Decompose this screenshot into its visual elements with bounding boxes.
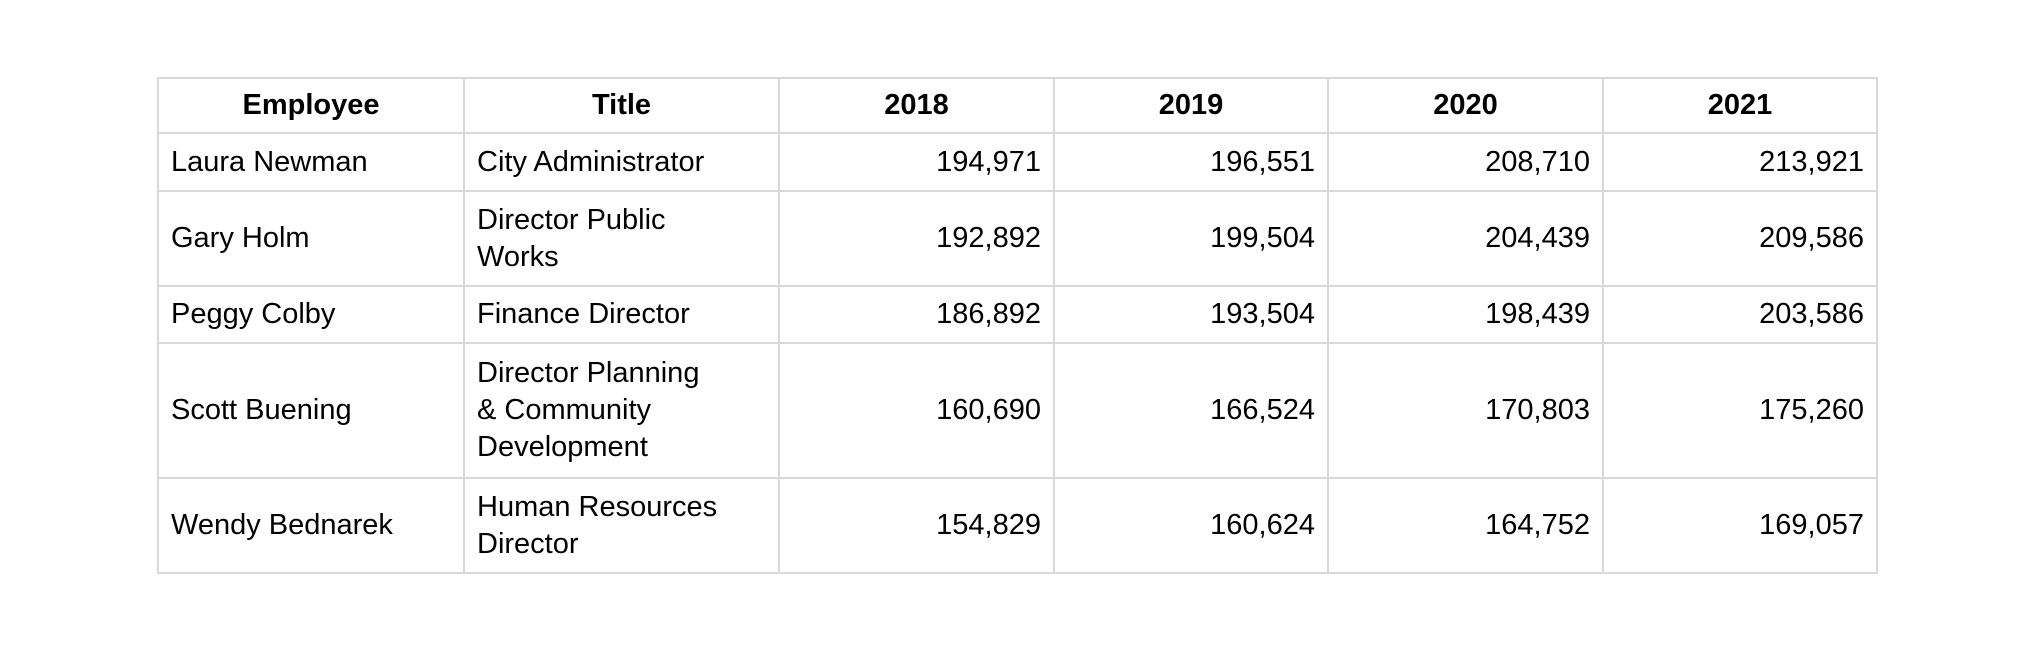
- table-row: Scott Buening Director Planning & Commun…: [157, 342, 1878, 479]
- column-header-title: Title: [463, 77, 780, 134]
- title-cell: Director Public Works: [463, 190, 780, 287]
- column-header-2020: 2020: [1327, 77, 1604, 134]
- salary-2021-cell: 213,921: [1602, 132, 1878, 192]
- salary-2019-cell: 166,524: [1053, 342, 1329, 479]
- table-row: Peggy Colby Finance Director 186,892 193…: [157, 285, 1878, 344]
- salary-2018-cell: 160,690: [778, 342, 1055, 479]
- salary-2020-cell: 208,710: [1327, 132, 1604, 192]
- column-header-2021: 2021: [1602, 77, 1878, 134]
- salary-2018-cell: 154,829: [778, 477, 1055, 574]
- column-header-employee: Employee: [157, 77, 465, 134]
- salary-2019-cell: 193,504: [1053, 285, 1329, 344]
- salary-2019-cell: 196,551: [1053, 132, 1329, 192]
- title-cell: Finance Director: [463, 285, 780, 344]
- employee-salary-table: Employee Title 2018 2019 2020 2021 Laura…: [157, 77, 1878, 574]
- salary-2021-cell: 203,586: [1602, 285, 1878, 344]
- salary-2020-cell: 198,439: [1327, 285, 1604, 344]
- salary-2019-cell: 199,504: [1053, 190, 1329, 287]
- salary-2020-cell: 164,752: [1327, 477, 1604, 574]
- salary-2020-cell: 204,439: [1327, 190, 1604, 287]
- salary-table-container: Employee Title 2018 2019 2020 2021 Laura…: [157, 77, 1878, 574]
- employee-name-cell: Wendy Bednarek: [157, 477, 465, 574]
- table-header-row: Employee Title 2018 2019 2020 2021: [157, 77, 1878, 134]
- salary-2021-cell: 169,057: [1602, 477, 1878, 574]
- table-row: Gary Holm Director Public Works 192,892 …: [157, 190, 1878, 287]
- table-row: Wendy Bednarek Human Resources Director …: [157, 477, 1878, 574]
- employee-name-cell: Scott Buening: [157, 342, 465, 479]
- salary-2018-cell: 192,892: [778, 190, 1055, 287]
- column-header-2019: 2019: [1053, 77, 1329, 134]
- salary-2019-cell: 160,624: [1053, 477, 1329, 574]
- salary-2018-cell: 186,892: [778, 285, 1055, 344]
- salary-2020-cell: 170,803: [1327, 342, 1604, 479]
- salary-2021-cell: 209,586: [1602, 190, 1878, 287]
- column-header-2018: 2018: [778, 77, 1055, 134]
- salary-2021-cell: 175,260: [1602, 342, 1878, 479]
- employee-name-cell: Peggy Colby: [157, 285, 465, 344]
- title-cell: City Administrator: [463, 132, 780, 192]
- salary-2018-cell: 194,971: [778, 132, 1055, 192]
- table-row: Laura Newman City Administrator 194,971 …: [157, 132, 1878, 192]
- title-cell: Human Resources Director: [463, 477, 780, 574]
- employee-name-cell: Gary Holm: [157, 190, 465, 287]
- employee-name-cell: Laura Newman: [157, 132, 465, 192]
- title-cell: Director Planning & Community Developmen…: [463, 342, 780, 479]
